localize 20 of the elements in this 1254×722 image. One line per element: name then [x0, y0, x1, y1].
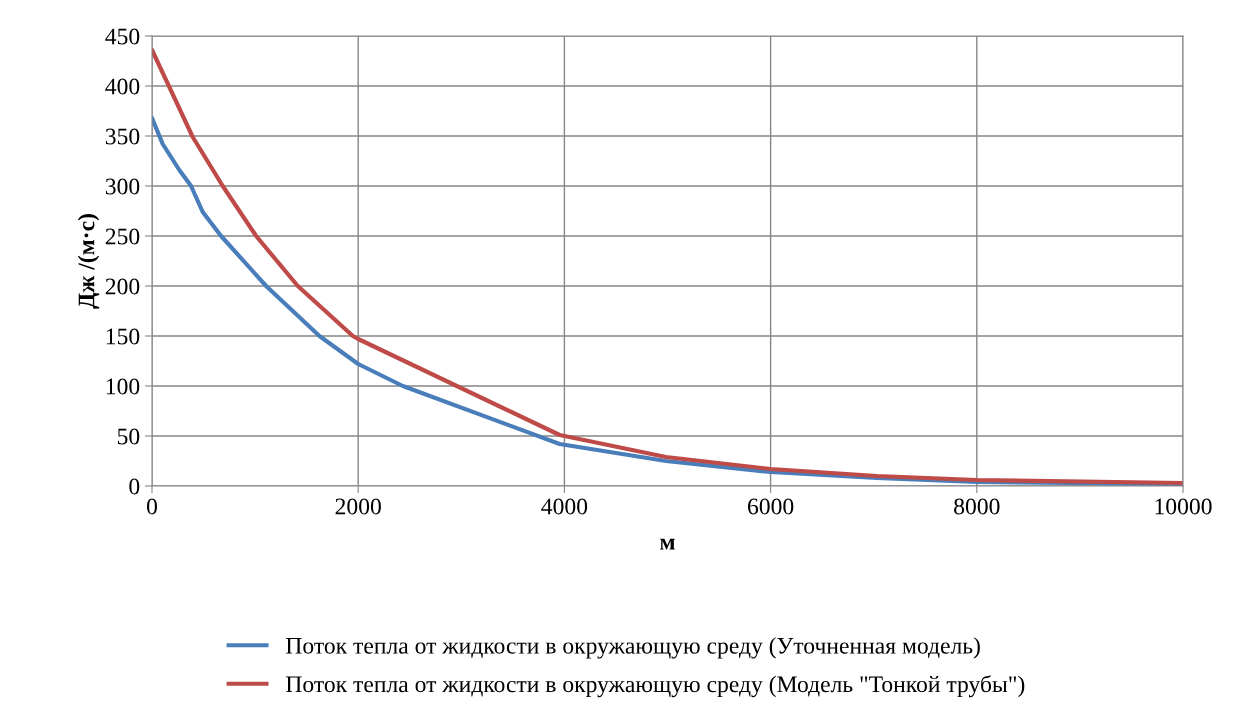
y-tick-label: 50: [117, 428, 140, 445]
legend-label: Поток тепла от жидкости в окружающую среду (Уточненная модель): [286, 637, 980, 659]
y-tick-label: 350: [105, 128, 140, 145]
y-tick-label: 0: [129, 478, 140, 495]
x-axis-title: м: [660, 538, 675, 550]
y-tick-label: 400: [105, 78, 140, 95]
x-tick-label: 0: [147, 498, 157, 515]
x-tick-label: 4000: [541, 498, 588, 515]
y-tick-label: 250: [105, 228, 140, 245]
x-tick-label: 8000: [954, 498, 1000, 515]
y-axis-title: Дж /(м·с): [77, 214, 100, 309]
x-tick-label: 6000: [748, 498, 794, 515]
y-tick-label: 450: [105, 28, 140, 45]
legend-label: Поток тепла от жидкости в окружающую среду (Модель "Тонкой трубы"): [286, 675, 1025, 698]
y-tick-label: 300: [105, 178, 140, 195]
y-tick-label: 100: [106, 378, 140, 395]
x-tick-label: 10000: [1155, 498, 1212, 515]
y-tick-label: 150: [106, 328, 140, 345]
x-tick-label: 2000: [335, 498, 381, 515]
y-tick-label: 200: [105, 278, 140, 295]
